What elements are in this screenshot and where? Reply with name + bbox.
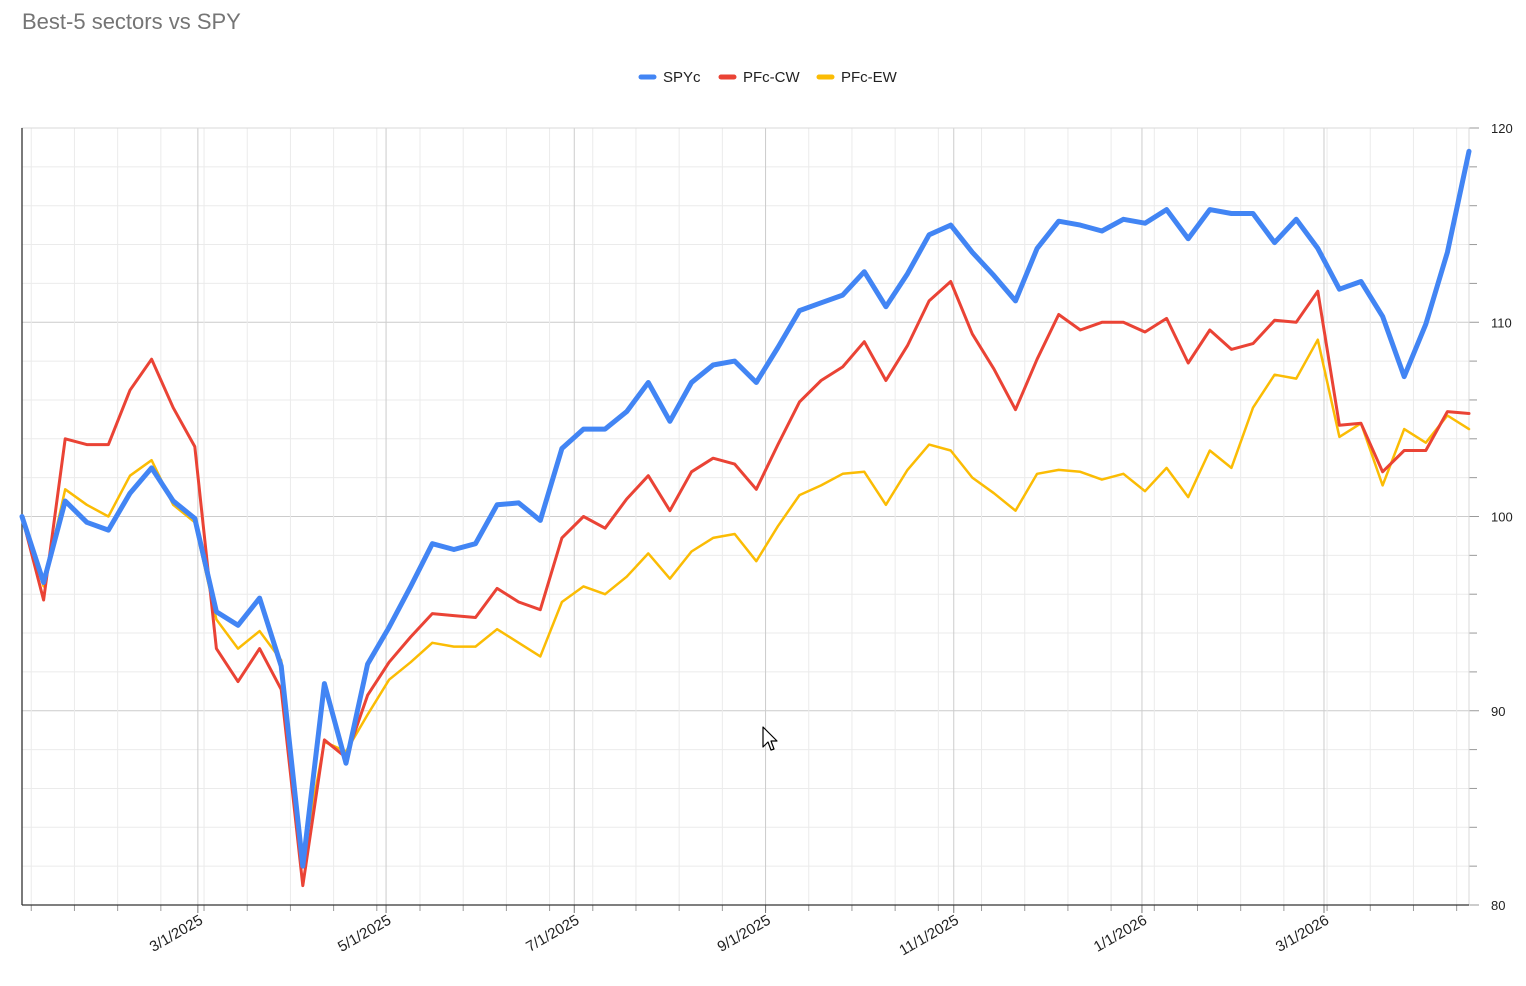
series-line-pfc-ew[interactable] bbox=[20, 338, 1471, 860]
y-tick-label: 90 bbox=[1491, 704, 1505, 719]
series-line-pfc-cw[interactable] bbox=[20, 280, 1471, 888]
y-tick-label: 120 bbox=[1491, 121, 1513, 136]
legend-label-pfc-cw[interactable]: PFc-CW bbox=[743, 69, 800, 86]
grid-layer bbox=[22, 127, 1469, 906]
mouse-pointer-icon bbox=[762, 726, 778, 751]
y-tick-label: 80 bbox=[1491, 898, 1505, 913]
mouse-cursor-layer bbox=[762, 726, 778, 751]
x-tick-label: 11/1/2025 bbox=[896, 912, 961, 960]
chart-title: Best-5 sectors vs SPY bbox=[22, 9, 241, 34]
y-tick-label: 100 bbox=[1491, 510, 1513, 525]
x-tick-label: 9/1/2025 bbox=[714, 912, 773, 956]
legend-label-spyc[interactable]: SPYc bbox=[663, 69, 701, 86]
x-tick-label: 5/1/2025 bbox=[335, 912, 394, 956]
x-tick-label: 3/1/2026 bbox=[1273, 912, 1332, 956]
axis-layer: 80 90 100 110 120 3/1/2025 5/1/2025 7/1/2025 9/1… bbox=[21, 121, 1513, 960]
series-line-spyc[interactable] bbox=[19, 148, 1472, 869]
x-tick-label: 3/1/2025 bbox=[147, 912, 206, 956]
legend-label-pfc-ew[interactable]: PFc-EW bbox=[841, 69, 898, 86]
x-tick-label: 7/1/2025 bbox=[523, 912, 582, 956]
y-tick-label: 110 bbox=[1491, 315, 1512, 330]
x-tick-label: 1/1/2026 bbox=[1091, 912, 1150, 956]
legend: SPYc PFc-CW PFc-EW bbox=[638, 69, 898, 86]
series-layer bbox=[19, 148, 1472, 888]
